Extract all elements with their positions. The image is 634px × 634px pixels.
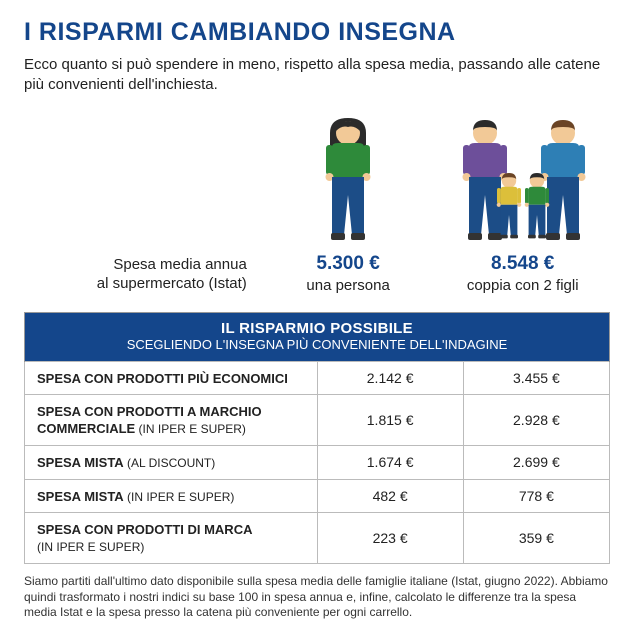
page-title: I RISPARMI CAMBIANDO INSEGNA: [24, 18, 610, 47]
summary-label: Spesa media annua al supermercato (Istat…: [28, 256, 261, 294]
family-icon: [435, 110, 610, 245]
table-header-line2: SCEGLIENDO L'INSEGNA PIÙ CONVENIENTE DEL…: [33, 337, 601, 352]
table-row: SPESA MISTA (AL DISCOUNT)1.674 €2.699 €: [25, 445, 610, 479]
table-row: SPESA CON PRODOTTI DI MARCA(IN IPER E SU…: [25, 513, 610, 564]
row-value-family: 3.455 €: [463, 361, 609, 395]
family-caption: coppia con 2 figli: [435, 277, 610, 294]
single-person-icon: [261, 110, 436, 245]
row-label: SPESA CON PRODOTTI PIÙ ECONOMICI: [25, 361, 318, 395]
single-caption: una persona: [261, 277, 436, 294]
summary-single: 5.300 € una persona: [261, 110, 436, 294]
table-row: SPESA MISTA (IN IPER E SUPER)482 €778 €: [25, 479, 610, 513]
footnote: Siamo partiti dall'ultimo dato disponibi…: [24, 574, 610, 621]
table-row: SPESA CON PRODOTTI PIÙ ECONOMICI2.142 €3…: [25, 361, 610, 395]
summary-family: 8.548 € coppia con 2 figli: [435, 110, 610, 294]
row-value-single: 2.142 €: [317, 361, 463, 395]
savings-table: IL RISPARMIO POSSIBILE SCEGLIENDO L'INSE…: [24, 312, 610, 565]
row-value-single: 1.674 €: [317, 445, 463, 479]
row-value-family: 359 €: [463, 513, 609, 564]
summary-label-line2: al supermercato (Istat): [97, 275, 247, 292]
family-amount: 8.548 €: [435, 253, 610, 275]
table-header-line1: IL RISPARMIO POSSIBILE: [33, 320, 601, 337]
row-value-single: 1.815 €: [317, 395, 463, 446]
single-amount: 5.300 €: [261, 253, 436, 275]
table-header: IL RISPARMIO POSSIBILE SCEGLIENDO L'INSE…: [25, 312, 610, 361]
row-label: SPESA MISTA (AL DISCOUNT): [25, 445, 318, 479]
row-value-family: 2.699 €: [463, 445, 609, 479]
page-subtitle: Ecco quanto si può spendere in meno, ris…: [24, 55, 610, 96]
row-label: SPESA CON PRODOTTI DI MARCA(IN IPER E SU…: [25, 513, 318, 564]
row-label: SPESA CON PRODOTTI A MARCHIO COMMERCIALE…: [25, 395, 318, 446]
table-row: SPESA CON PRODOTTI A MARCHIO COMMERCIALE…: [25, 395, 610, 446]
row-value-family: 778 €: [463, 479, 609, 513]
summary-row: Spesa media annua al supermercato (Istat…: [24, 110, 610, 294]
row-label: SPESA MISTA (IN IPER E SUPER): [25, 479, 318, 513]
summary-label-line1: Spesa media annua: [113, 256, 246, 273]
row-value-single: 482 €: [317, 479, 463, 513]
row-value-single: 223 €: [317, 513, 463, 564]
row-value-family: 2.928 €: [463, 395, 609, 446]
table-body: SPESA CON PRODOTTI PIÙ ECONOMICI2.142 €3…: [25, 361, 610, 564]
